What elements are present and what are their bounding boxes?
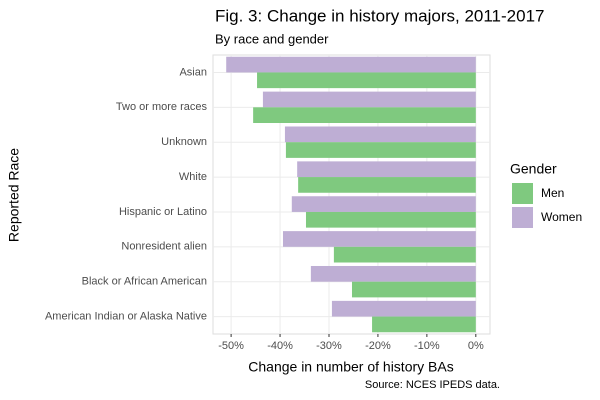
x-tick-label: 0% xyxy=(468,340,484,352)
x-axis-label: Change in number of history BAs xyxy=(248,359,453,375)
bar xyxy=(262,91,476,108)
bar xyxy=(351,281,476,298)
x-tick-label: -40% xyxy=(267,340,293,352)
x-tick-label: -20% xyxy=(365,340,391,352)
bar xyxy=(298,177,476,193)
y-tick-label: White xyxy=(179,171,207,183)
chart-subtitle: By race and gender xyxy=(215,31,329,46)
legend-title: Gender xyxy=(510,161,557,177)
bar xyxy=(297,161,476,178)
bar xyxy=(253,107,476,124)
y-tick-label: Two or more races xyxy=(116,101,208,113)
x-tick-label: -10% xyxy=(414,340,440,352)
y-tick-label: Hispanic or Latino xyxy=(119,206,207,218)
bar xyxy=(333,246,476,263)
y-tick-label: Black or African American xyxy=(82,276,207,288)
y-tick-label: Unknown xyxy=(161,136,207,148)
bar xyxy=(305,211,476,228)
y-tick-label: American Indian or Alaska Native xyxy=(45,310,207,322)
chart-title: Fig. 3: Change in history majors, 2011-2… xyxy=(215,6,544,25)
y-tick-label: Nonresident alien xyxy=(121,241,207,253)
bar xyxy=(257,72,476,89)
legend-key xyxy=(512,183,533,204)
y-tick-label: Asian xyxy=(179,66,207,78)
y-axis-label: Reported Race xyxy=(6,148,22,242)
legend-label: Men xyxy=(541,186,564,200)
legend-label: Women xyxy=(541,210,582,224)
bar xyxy=(282,231,476,247)
bar xyxy=(291,196,476,212)
x-tick-label: -50% xyxy=(218,340,244,352)
bar xyxy=(226,56,476,73)
legend-key xyxy=(512,207,533,228)
bar xyxy=(285,142,476,158)
caption: Source: NCES IPEDS data. xyxy=(365,379,500,391)
bar xyxy=(372,316,476,333)
x-tick-label: -30% xyxy=(316,340,342,352)
bar xyxy=(331,300,476,317)
bar xyxy=(310,265,476,282)
bar xyxy=(284,126,476,143)
